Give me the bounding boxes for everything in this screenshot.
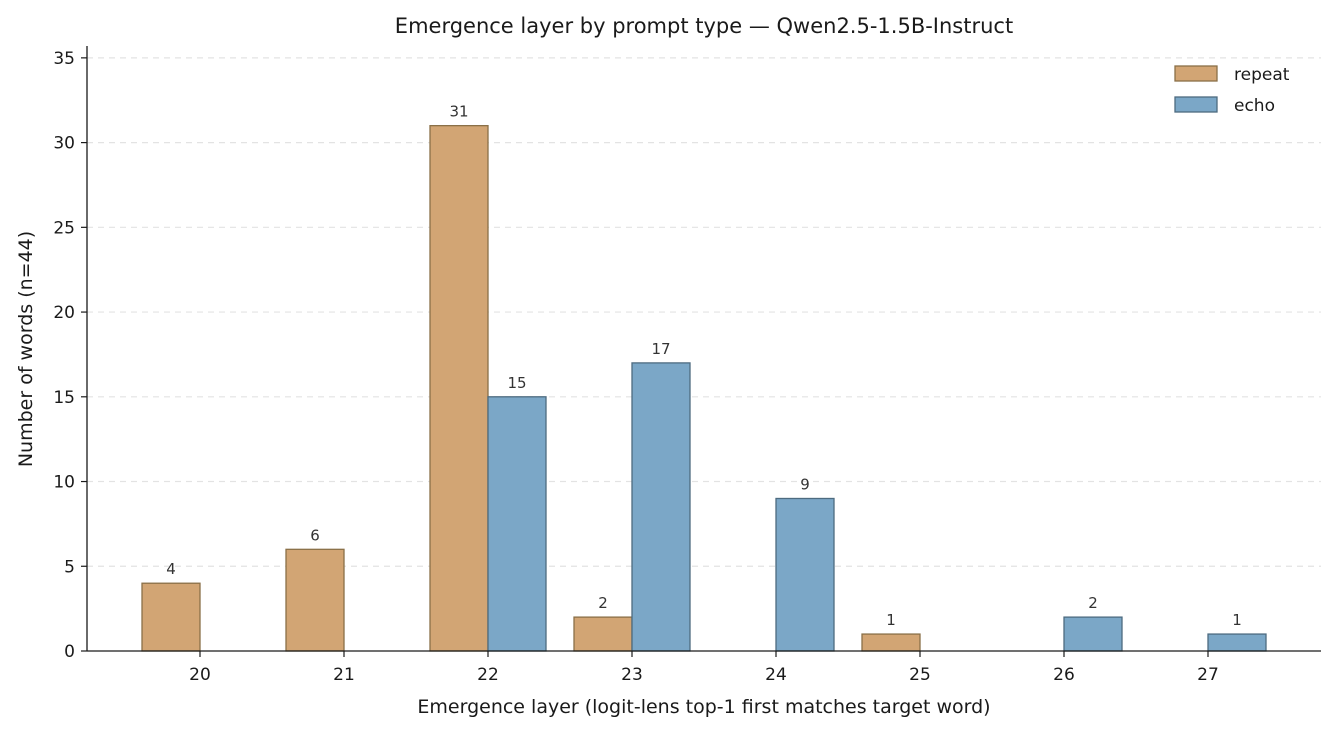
y-tick-label: 20 bbox=[53, 303, 75, 323]
bar-echo-23 bbox=[631, 362, 691, 652]
bar-echo-24 bbox=[775, 497, 835, 652]
gridlines bbox=[87, 57, 1321, 567]
x-tick-label: 26 bbox=[1053, 665, 1075, 685]
x-tick-label: 25 bbox=[909, 665, 931, 685]
bar-value-label: 4 bbox=[166, 560, 176, 578]
x-tick-label: 20 bbox=[189, 665, 211, 685]
x-axis-label: Emergence layer (logit-lens top-1 first … bbox=[417, 696, 990, 718]
bar-echo-26 bbox=[1063, 616, 1123, 652]
bar-repeat-23 bbox=[573, 616, 633, 652]
legend-label-echo: echo bbox=[1234, 96, 1275, 116]
bar-value-label: 9 bbox=[800, 475, 810, 493]
axes bbox=[86, 46, 1321, 652]
x-tick-label: 23 bbox=[621, 665, 643, 685]
y-tick-label: 30 bbox=[53, 134, 75, 154]
bar-value-label: 17 bbox=[651, 340, 670, 358]
bar-value-label: 2 bbox=[598, 594, 608, 612]
x-tick-label: 27 bbox=[1197, 665, 1219, 685]
legend-swatch-repeat bbox=[1174, 65, 1218, 82]
bar-value-label: 15 bbox=[507, 374, 526, 392]
bar-repeat-20 bbox=[141, 582, 201, 652]
x-ticks: 20 21 22 23 24 25 26 27 bbox=[189, 651, 1219, 685]
bar-value-label: 1 bbox=[1232, 611, 1242, 629]
x-tick-label: 24 bbox=[765, 665, 787, 685]
y-tick-label: 15 bbox=[53, 388, 75, 408]
bar-repeat-25 bbox=[861, 633, 921, 652]
legend-label-repeat: repeat bbox=[1234, 65, 1290, 85]
bar-repeat-22 bbox=[429, 124, 489, 652]
bar-repeat-21 bbox=[285, 548, 345, 652]
bar-value-label: 31 bbox=[449, 103, 468, 121]
bar-value-label: 6 bbox=[310, 526, 320, 544]
y-tick-label: 35 bbox=[53, 49, 75, 69]
y-ticks: 0 5 10 15 20 25 30 35 bbox=[53, 49, 87, 662]
bar-value-label: 1 bbox=[886, 611, 896, 629]
bar-echo-27 bbox=[1207, 633, 1267, 652]
bars bbox=[141, 124, 1267, 652]
bar-value-label: 2 bbox=[1088, 594, 1098, 612]
bar-value-labels: 4 6 31 15 2 17 9 1 2 1 bbox=[166, 103, 1242, 629]
chart-title: Emergence layer by prompt type — Qwen2.5… bbox=[395, 14, 1013, 38]
bar-echo-22 bbox=[487, 396, 547, 652]
y-tick-label: 5 bbox=[64, 557, 75, 577]
y-tick-label: 25 bbox=[53, 218, 75, 238]
x-tick-label: 21 bbox=[333, 665, 355, 685]
legend: repeat echo bbox=[1174, 65, 1290, 116]
y-axis-label: Number of words (n=44) bbox=[15, 231, 37, 467]
y-tick-label: 10 bbox=[53, 473, 75, 493]
y-tick-label: 0 bbox=[64, 642, 75, 662]
legend-swatch-echo bbox=[1174, 96, 1218, 113]
x-tick-label: 22 bbox=[477, 665, 499, 685]
